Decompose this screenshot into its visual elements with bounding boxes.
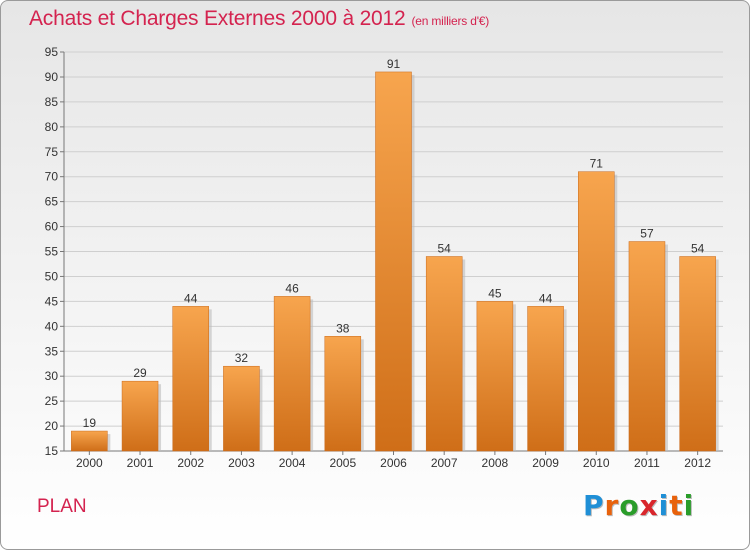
x-tick-label: 2003 xyxy=(228,456,255,470)
chart-title: Achats et Charges Externes 2000 à 2012 (e… xyxy=(29,7,489,31)
x-tick-label: 2001 xyxy=(127,456,154,470)
y-tick-label: 40 xyxy=(45,319,59,333)
bar xyxy=(324,336,362,452)
data-label: 71 xyxy=(590,157,604,171)
proxiti-logo: Proxiti xyxy=(583,489,694,522)
x-tick-label: 2004 xyxy=(279,456,306,470)
data-label: 19 xyxy=(83,416,97,430)
bar xyxy=(425,256,463,452)
x-tick-label: 2005 xyxy=(329,456,356,470)
y-tick-label: 15 xyxy=(45,444,59,458)
y-tick-label: 60 xyxy=(45,220,59,234)
logo-letter: i xyxy=(683,489,695,522)
x-tick-label: 2009 xyxy=(532,456,559,470)
x-tick-label: 2008 xyxy=(482,456,509,470)
chart-title-main: Achats et Charges Externes 2000 à 2012 xyxy=(29,7,406,30)
bar xyxy=(628,241,666,452)
data-label: 57 xyxy=(640,227,654,241)
data-label: 44 xyxy=(539,291,553,305)
y-tick-label: 65 xyxy=(45,195,59,209)
logo-letter: i xyxy=(658,489,670,522)
logo-letter: t xyxy=(669,489,684,522)
x-tick-label: 2006 xyxy=(380,456,407,470)
y-tick-label: 90 xyxy=(45,70,59,84)
data-label: 29 xyxy=(133,366,147,380)
x-tick-label: 2010 xyxy=(583,456,610,470)
data-label: 91 xyxy=(387,57,401,71)
x-tick-label: 2011 xyxy=(634,456,660,470)
bar xyxy=(578,171,615,452)
commune-name: PLAN xyxy=(37,496,87,517)
bar xyxy=(273,296,311,452)
logo-letter: r xyxy=(604,489,620,522)
x-tick-label: 2007 xyxy=(431,456,458,470)
bar xyxy=(679,256,716,452)
y-tick-label: 30 xyxy=(45,369,59,383)
x-tick-label: 2000 xyxy=(76,456,103,470)
y-tick-label: 70 xyxy=(45,170,59,184)
logo-letter: o xyxy=(619,489,640,522)
y-tick-label: 55 xyxy=(45,245,59,259)
logo-letter: P xyxy=(583,489,605,522)
x-tick-label: 2002 xyxy=(177,456,204,470)
data-label: 32 xyxy=(235,351,249,365)
bar xyxy=(375,71,412,452)
y-tick-label: 75 xyxy=(45,145,59,159)
bar xyxy=(121,380,159,452)
y-tick-label: 45 xyxy=(45,294,59,308)
y-tick-label: 50 xyxy=(45,269,59,283)
y-tick-label: 85 xyxy=(45,95,59,109)
bar xyxy=(71,430,108,452)
y-tick-label: 35 xyxy=(45,344,59,358)
data-label: 54 xyxy=(691,241,705,255)
data-label: 38 xyxy=(336,321,350,335)
bar xyxy=(223,365,260,452)
data-label: 46 xyxy=(285,281,299,295)
y-tick-label: 20 xyxy=(45,419,59,433)
bar xyxy=(527,306,564,452)
x-tick-label: 2012 xyxy=(684,456,711,470)
data-label: 54 xyxy=(438,241,452,255)
data-label: 45 xyxy=(488,286,502,300)
y-tick-label: 95 xyxy=(45,45,59,59)
bar xyxy=(476,301,514,452)
data-label: 44 xyxy=(184,291,198,305)
y-tick-label: 25 xyxy=(45,394,59,408)
bar xyxy=(172,306,209,452)
chart-title-unit: (en milliers d'€) xyxy=(411,14,490,28)
y-tick-label: 80 xyxy=(45,120,59,134)
logo-letter: x xyxy=(639,489,659,522)
